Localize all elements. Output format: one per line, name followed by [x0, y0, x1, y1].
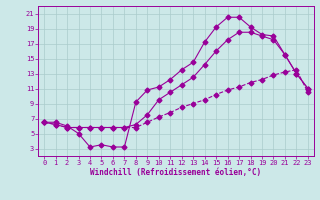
X-axis label: Windchill (Refroidissement éolien,°C): Windchill (Refroidissement éolien,°C): [91, 168, 261, 177]
